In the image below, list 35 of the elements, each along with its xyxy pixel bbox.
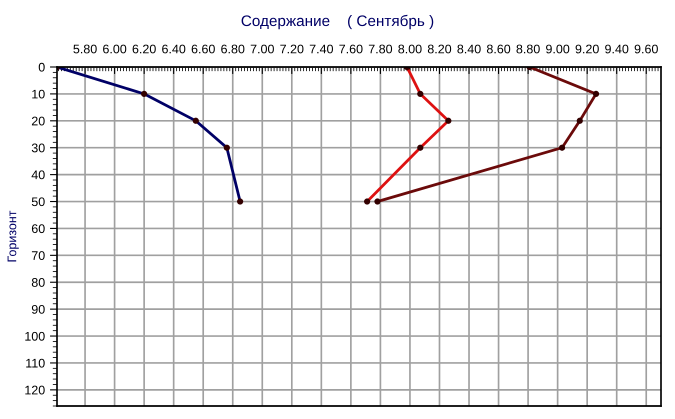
x-tick-label: 7.60 [339, 44, 363, 54]
x-tick-label: 5.80 [73, 44, 97, 54]
x-tick-label: 9.60 [634, 44, 658, 54]
y-tick-label: 80 [32, 278, 45, 287]
x-tick-label: 8.00 [398, 44, 422, 54]
x-tick-label: 7.80 [368, 44, 392, 54]
y-tick-label: 10 [32, 90, 45, 99]
y-axis-title: Горизонт [8, 210, 19, 262]
x-tick-label: 6.80 [221, 44, 244, 54]
x-tick-label: 7.40 [310, 44, 334, 54]
x-tick-label: 8.80 [516, 44, 540, 54]
chart-title: Содержание ( Сентябрь ) [242, 14, 434, 30]
x-tick-label: 9.00 [546, 44, 570, 54]
y-tick-label: 30 [32, 144, 45, 152]
y-tick-label: 120 [25, 386, 45, 395]
x-tick-label: 8.60 [486, 44, 510, 54]
x-tick-label: 6.00 [103, 44, 126, 54]
x-tick-label: 9.20 [576, 44, 599, 54]
y-tick-label: 20 [32, 116, 45, 126]
x-tick-label: 6.40 [162, 44, 186, 54]
x-tick-label: 8.40 [457, 44, 481, 54]
y-tick-label: 110 [26, 358, 45, 368]
x-tick-label: 8.20 [428, 44, 452, 54]
y-tick-label: 0 [38, 62, 45, 72]
x-tick-label: 6.60 [192, 44, 215, 54]
x-tick-label: 6.20 [132, 44, 156, 54]
x-tick-label: 7.00 [250, 44, 274, 54]
x-tick-label: 9.40 [605, 44, 628, 54]
y-tick-label: 90 [32, 304, 45, 314]
y-tick-label: 50 [32, 197, 45, 206]
y-tick-label: 100 [25, 332, 45, 341]
y-tick-label: 60 [32, 224, 45, 234]
x-tick-label: 7.20 [280, 44, 304, 54]
y-tick-label: 40 [32, 170, 45, 180]
y-tick-label: 70 [32, 251, 45, 260]
